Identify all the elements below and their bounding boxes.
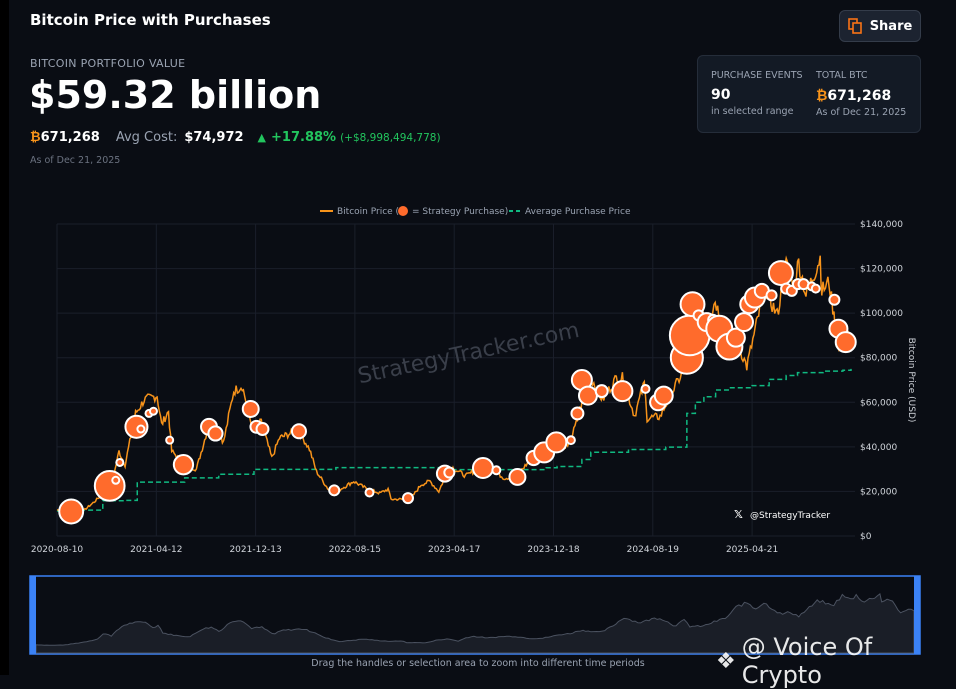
purchase-bubble[interactable] <box>734 312 754 333</box>
legend: Bitcoin Price ( = Strategy Purchase) Ave… <box>320 206 631 217</box>
purchase-bubble[interactable] <box>545 431 568 454</box>
total-value: 671,268 <box>827 88 892 104</box>
purchase-bubble[interactable] <box>725 327 746 348</box>
purchase-bubble[interactable] <box>111 475 121 485</box>
up-arrow-icon: ▲ <box>257 131 267 144</box>
portfolio-value: $59.32 billion <box>29 73 322 117</box>
purchase-bubble[interactable] <box>765 289 778 302</box>
portfolio-label: BITCOIN PORTFOLIO VALUE <box>30 57 186 70</box>
site-watermark: StrategyTracker.com <box>356 318 582 389</box>
purchase-bubble[interactable] <box>491 465 502 476</box>
price-chart[interactable]: $0 $20,000 $40,000 $60,000 $80,000 $100,000 $1… <box>0 0 956 675</box>
handle-watermark: @StrategyTracker <box>750 511 830 521</box>
y-tick-label: $20,000 <box>860 487 897 497</box>
change-usd: (+$8,998,494,778) <box>340 132 441 144</box>
total-label: TOTAL BTC <box>816 70 868 81</box>
x-tick-label: 2021-12-13 <box>229 545 281 555</box>
purchase-bubble[interactable] <box>577 385 598 406</box>
purchase-bubble[interactable] <box>328 484 341 497</box>
y-tick-label: $40,000 <box>860 443 897 453</box>
y-tick-label: $140,000 <box>860 220 903 230</box>
x-tick-label: 2021-04-12 <box>130 545 182 555</box>
share-label: Share <box>869 18 913 34</box>
x-tick-label: 2020-08-10 <box>31 545 84 555</box>
purchase-bubble[interactable] <box>611 380 634 403</box>
legend-purchase-dot <box>398 206 408 216</box>
x-tick-label: 2024-08-19 <box>627 545 680 555</box>
purchase-bubble[interactable] <box>810 283 821 294</box>
legend-price: Bitcoin Price ( <box>337 207 399 217</box>
x-tick-label: 2023-04-17 <box>428 545 480 555</box>
page-title: Bitcoin Price with Purchases <box>30 11 271 29</box>
legend-avg: Average Purchase Price <box>525 207 631 217</box>
share-button[interactable]: Share <box>839 10 921 42</box>
total-sub: As of Dec 21, 2025 <box>816 107 907 118</box>
navigator-left-handle[interactable] <box>30 576 36 654</box>
average-price-line <box>57 368 852 512</box>
events-sub: in selected range <box>711 106 794 117</box>
change-pct: +17.88% <box>271 130 337 145</box>
purchase-bubble[interactable] <box>58 498 85 525</box>
x-tick-label: 2023-12-18 <box>527 545 580 555</box>
btc-symbol: ₿ <box>30 130 41 145</box>
purchase-bubble[interactable] <box>834 331 857 354</box>
purchase-bubble[interactable] <box>255 422 270 437</box>
purchase-bubble[interactable] <box>172 454 195 476</box>
purchase-bubble[interactable] <box>471 457 494 480</box>
total-btc-stat: TOTAL BTC ₿671,268 As of Dec 21, 2025 <box>816 70 906 118</box>
purchase-bubble[interactable] <box>828 293 841 306</box>
purchase-bubble[interactable] <box>290 423 307 440</box>
y-tick-label: $60,000 <box>860 398 897 408</box>
overlay-text: @ Voice Of Crypto <box>741 633 873 689</box>
y-axis-label: Bitcoin Price (USD) <box>906 338 916 423</box>
purchase-bubble[interactable] <box>767 260 794 286</box>
navigator-right-handle[interactable] <box>914 576 920 654</box>
purchase-bubble[interactable] <box>148 406 158 416</box>
navigator-hint: Drag the handles or selection area to zo… <box>311 658 645 669</box>
y-tick-label: $0 <box>860 532 872 542</box>
avg-cost-value: $74,972 <box>184 130 244 145</box>
purchase-bubble[interactable] <box>443 466 456 479</box>
purchase-bubble[interactable] <box>594 384 609 399</box>
purchase-bubble[interactable] <box>136 424 146 434</box>
navigator-area <box>35 593 915 654</box>
purchase-bubble[interactable] <box>640 383 651 394</box>
purchase-bubble[interactable] <box>508 467 527 486</box>
legend-purchase: = Strategy Purchase) <box>412 207 508 217</box>
x-logo-icon: 𝕏 <box>734 508 743 521</box>
y-tick-label: $100,000 <box>860 309 903 319</box>
purchase-bubble[interactable] <box>653 385 674 406</box>
overlay-watermark: ❖ @ Voice Of Crypto <box>716 633 956 689</box>
x-tick-label: 2025-04-21 <box>726 545 778 555</box>
purchase-bubble[interactable] <box>570 406 585 421</box>
x-tick-label: 2022-08-15 <box>329 545 381 555</box>
purchase-bubble[interactable] <box>165 435 175 445</box>
summary-row: ₿ 671,268 Avg Cost: $74,972 ▲ +17.88% (+… <box>30 129 441 145</box>
events-label: PURCHASE EVENTS <box>711 70 803 81</box>
purchase-bubble[interactable] <box>241 399 260 418</box>
purchase-bubble[interactable] <box>115 457 125 467</box>
btc-symbol: ₿ <box>816 88 828 104</box>
purchase-bubble[interactable] <box>207 425 224 442</box>
purchase-events-stat: PURCHASE EVENTS 90 in selected range <box>711 70 803 117</box>
copy-icon <box>847 18 862 34</box>
purchase-bubble[interactable] <box>565 435 576 446</box>
y-tick-label: $120,000 <box>860 265 903 275</box>
avg-cost-label: Avg Cost: <box>115 130 178 145</box>
as-of-date: As of Dec 21, 2025 <box>30 155 121 166</box>
btc-amount: 671,268 <box>40 130 100 145</box>
diamond-logo-icon: ❖ <box>716 648 736 674</box>
purchase-bubble[interactable] <box>93 469 126 502</box>
events-value: 90 <box>711 87 731 103</box>
purchase-bubble[interactable] <box>401 492 414 505</box>
purchase-bubble[interactable] <box>364 487 375 498</box>
navigator[interactable] <box>29 575 921 655</box>
stats-card: PURCHASE EVENTS 90 in selected range TOT… <box>697 55 921 133</box>
y-tick-label: $80,000 <box>860 354 897 364</box>
left-border <box>0 0 9 675</box>
